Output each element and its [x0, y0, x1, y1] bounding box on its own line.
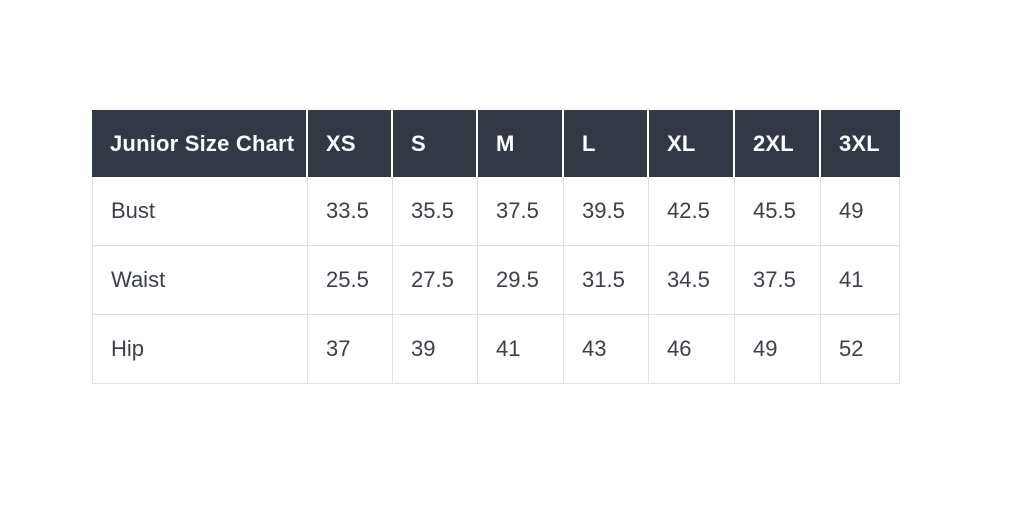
- cell-waist-m: 29.5: [478, 246, 564, 315]
- row-label-waist: Waist: [92, 246, 308, 315]
- junior-size-chart-table: Junior Size Chart XS S M L XL 2XL 3XL Bu…: [92, 110, 900, 384]
- cell-hip-2xl: 49: [735, 315, 821, 384]
- column-header-xs: XS: [308, 110, 393, 177]
- cell-hip-xl: 46: [649, 315, 735, 384]
- row-label-hip: Hip: [92, 315, 308, 384]
- cell-waist-xl: 34.5: [649, 246, 735, 315]
- table-row-bust: Bust 33.5 35.5 37.5 39.5 42.5 45.5 49: [92, 177, 900, 246]
- row-label-bust: Bust: [92, 177, 308, 246]
- cell-bust-2xl: 45.5: [735, 177, 821, 246]
- column-header-xl: XL: [649, 110, 735, 177]
- column-header-3xl: 3XL: [821, 110, 900, 177]
- column-header-l: L: [564, 110, 649, 177]
- column-header-m: M: [478, 110, 564, 177]
- cell-hip-3xl: 52: [821, 315, 900, 384]
- cell-waist-2xl: 37.5: [735, 246, 821, 315]
- cell-waist-3xl: 41: [821, 246, 900, 315]
- cell-bust-l: 39.5: [564, 177, 649, 246]
- cell-hip-xs: 37: [308, 315, 393, 384]
- table-row-hip: Hip 37 39 41 43 46 49 52: [92, 315, 900, 384]
- cell-hip-l: 43: [564, 315, 649, 384]
- column-header-s: S: [393, 110, 478, 177]
- table-title-cell: Junior Size Chart: [92, 110, 308, 177]
- cell-bust-m: 37.5: [478, 177, 564, 246]
- header-row: Junior Size Chart XS S M L XL 2XL 3XL: [92, 110, 900, 177]
- table-row-waist: Waist 25.5 27.5 29.5 31.5 34.5 37.5 41: [92, 246, 900, 315]
- cell-bust-xl: 42.5: [649, 177, 735, 246]
- cell-waist-s: 27.5: [393, 246, 478, 315]
- cell-bust-s: 35.5: [393, 177, 478, 246]
- cell-waist-xs: 25.5: [308, 246, 393, 315]
- cell-hip-s: 39: [393, 315, 478, 384]
- cell-bust-xs: 33.5: [308, 177, 393, 246]
- cell-bust-3xl: 49: [821, 177, 900, 246]
- cell-waist-l: 31.5: [564, 246, 649, 315]
- cell-hip-m: 41: [478, 315, 564, 384]
- column-header-2xl: 2XL: [735, 110, 821, 177]
